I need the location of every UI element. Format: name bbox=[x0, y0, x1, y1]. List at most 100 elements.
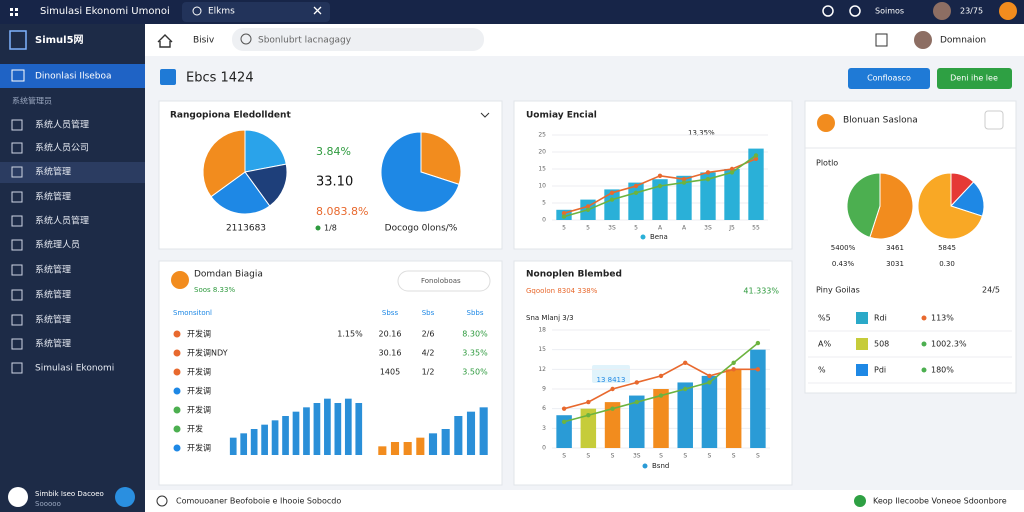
y-tick-label: 0 bbox=[542, 217, 546, 224]
y-tick-label: 15 bbox=[538, 166, 546, 173]
line-point bbox=[755, 340, 761, 346]
home-icon[interactable] bbox=[157, 34, 173, 48]
row-cell: 3.50% bbox=[462, 368, 488, 377]
card-note: Sna Mlanj 3/3 bbox=[526, 314, 574, 322]
tab[interactable] bbox=[182, 2, 330, 22]
bar bbox=[428, 433, 438, 455]
nav-item[interactable]: 系统人员管理 bbox=[35, 215, 89, 227]
pie-slice bbox=[380, 131, 460, 213]
nav-icon bbox=[11, 338, 23, 350]
header-avatar bbox=[914, 31, 932, 49]
bar bbox=[748, 148, 764, 220]
menu-icon bbox=[15, 8, 18, 11]
header-icon bbox=[875, 33, 888, 47]
column-header: Sbbs bbox=[467, 309, 484, 317]
nav-item[interactable]: 系统管理 bbox=[35, 166, 71, 178]
line-point bbox=[707, 380, 712, 385]
bar bbox=[324, 398, 331, 455]
nav-item[interactable]: 系统人员管理 bbox=[35, 119, 89, 131]
button[interactable] bbox=[848, 68, 930, 89]
bar bbox=[390, 442, 400, 455]
bar bbox=[466, 411, 476, 455]
row-cell: 2/6 bbox=[422, 330, 435, 339]
card-action[interactable] bbox=[984, 110, 1004, 130]
row-swatch bbox=[856, 364, 868, 376]
chevron[interactable] bbox=[480, 112, 490, 118]
bar bbox=[355, 403, 363, 455]
line-point bbox=[634, 399, 639, 405]
line-point bbox=[633, 183, 639, 189]
row-name: 开发调 bbox=[187, 386, 211, 396]
legend-value: 0.43% bbox=[832, 260, 855, 268]
legend-value: 5400% bbox=[831, 244, 856, 252]
nav-icon bbox=[11, 264, 23, 276]
column-header: Sbss bbox=[382, 309, 399, 317]
nav-item[interactable]: 系统理人员 bbox=[35, 239, 80, 251]
row-dot bbox=[173, 425, 181, 433]
legend-label: Bena bbox=[650, 233, 668, 241]
row-dot bbox=[173, 349, 181, 357]
line-point bbox=[683, 360, 688, 365]
row-dot bbox=[921, 315, 927, 321]
top-user: Soimos bbox=[875, 7, 904, 16]
nav-item[interactable]: 系统人员公司 bbox=[35, 142, 89, 154]
info-icon bbox=[156, 495, 168, 507]
caption: 2113683 bbox=[226, 224, 266, 234]
tab-label: Elkms bbox=[208, 7, 235, 17]
button-label[interactable]: Deni ihe lee bbox=[950, 74, 998, 83]
footer-text: Comouoaner Beofoboie e Ihooie Sobocdo bbox=[176, 497, 341, 506]
search-placeholder: Sbonlubrt lacnagagy bbox=[258, 36, 352, 46]
bar bbox=[261, 424, 268, 455]
bar bbox=[629, 395, 645, 448]
nav-item[interactable]: 系统管理 bbox=[35, 289, 71, 301]
search-box[interactable] bbox=[397, 270, 491, 292]
y-tick-label: 20 bbox=[538, 149, 546, 156]
button[interactable] bbox=[937, 68, 1012, 89]
notification bbox=[999, 2, 1017, 20]
row-cell: 4/2 bbox=[422, 349, 435, 358]
x-tick-label: A bbox=[658, 225, 663, 232]
menu-icon bbox=[15, 13, 18, 16]
card-logo bbox=[817, 114, 835, 132]
table-date: 24/5 bbox=[982, 286, 1000, 295]
button-label[interactable]: Confloasco bbox=[867, 74, 911, 83]
legend-value: 0.30 bbox=[939, 260, 955, 268]
nav-icon bbox=[11, 289, 23, 301]
line-point bbox=[753, 153, 759, 158]
row-name: 508 bbox=[874, 340, 889, 349]
row-swatch bbox=[856, 312, 868, 324]
nav-item[interactable]: 系统管理 bbox=[35, 314, 71, 326]
row-dot bbox=[173, 387, 181, 395]
x-tick-label: S bbox=[611, 453, 615, 460]
y-tick-label: 10 bbox=[538, 183, 546, 190]
legend-value: 5845 bbox=[938, 244, 956, 252]
brand: Simul5网 bbox=[35, 34, 84, 46]
line-point bbox=[609, 197, 615, 202]
nav-item[interactable]: 系统管理 bbox=[35, 191, 71, 203]
x-tick-label: 5 bbox=[562, 225, 566, 232]
bar bbox=[334, 403, 342, 455]
nav-item[interactable]: 系统管理 bbox=[35, 338, 71, 350]
close-icon[interactable] bbox=[313, 6, 322, 15]
row-name: Pdi bbox=[874, 366, 886, 375]
line-point bbox=[731, 367, 736, 372]
row-code: % bbox=[818, 366, 826, 375]
pie-slice bbox=[846, 172, 881, 239]
nav-item[interactable]: Dinonlasi Ilseboa bbox=[35, 72, 112, 82]
x-tick-label: A bbox=[682, 225, 687, 232]
x-tick-label: S bbox=[683, 453, 687, 460]
row-cell: 1/2 bbox=[422, 368, 435, 377]
nav-item[interactable]: 系统管理 bbox=[35, 264, 71, 276]
nav-item[interactable]: Simulasi Ekonomi bbox=[35, 364, 114, 374]
row-name: 开发调 bbox=[187, 329, 211, 339]
y-tick-label: 18 bbox=[538, 327, 546, 334]
card bbox=[513, 100, 793, 250]
search-box[interactable] bbox=[232, 28, 484, 51]
nav-icon bbox=[11, 239, 23, 251]
legend-marker bbox=[640, 234, 646, 240]
line-point bbox=[707, 373, 712, 379]
row-cell: 8.30% bbox=[462, 330, 488, 339]
row-value: 113% bbox=[931, 314, 954, 323]
breadcrumb: Bisiv bbox=[193, 36, 215, 46]
bar bbox=[653, 389, 669, 448]
